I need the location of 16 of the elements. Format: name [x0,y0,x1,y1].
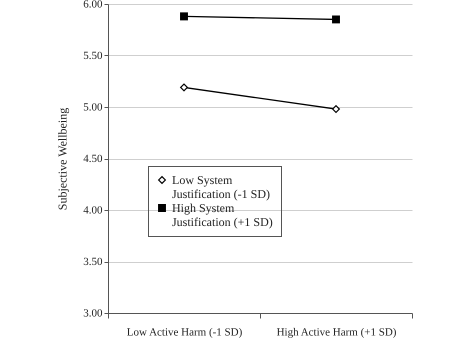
point [332,105,340,114]
x-tick-label: Low Active Harm (-1 SD) [126,326,243,338]
y-tick-label: 4.50 [83,153,103,165]
x-tick-label: High Active Harm (+1 SD) [276,326,397,338]
y-tick-label: 4.00 [83,204,103,216]
point [180,12,188,20]
legend-label: High System Justification (+1 SD) [172,201,273,229]
y-tick-label: 3.00 [83,308,103,320]
point [332,15,340,24]
y-tick-label: 3.50 [83,256,103,268]
y-tick-label: 6.00 [83,0,103,10]
point [180,83,188,92]
y-tick-label: 5.00 [83,102,103,114]
y-tick-label: 5.50 [83,50,103,62]
legend-label: Low System Justification (-1 SD) [172,173,270,201]
y-axis-title: Subjective Wellbeing [55,108,70,210]
